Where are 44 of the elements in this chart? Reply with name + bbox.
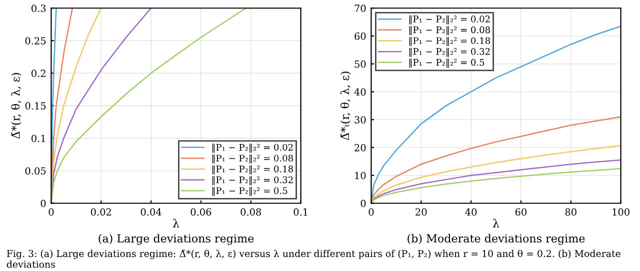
- y-tick-label: 20: [354, 144, 366, 152]
- x-tick-label: 0: [48, 208, 54, 216]
- text: (b) Moderate deviations regime: [408, 234, 585, 245]
- legend-label: ‖P₁ − P₂‖₂² = 0.32: [212, 176, 293, 186]
- y-tick-label: 10: [355, 172, 366, 180]
- y-axis-title: Δ̄*(r, θ, λ, ε): [11, 73, 22, 139]
- x-tick-label: 0.08: [240, 208, 262, 216]
- y-tick-label: 0: [40, 200, 46, 208]
- y-tick-label: 50: [354, 60, 366, 68]
- legend-label: ‖P₁ − P₂‖₂² = 0.08: [212, 154, 293, 164]
- x-axis-title: λ: [492, 218, 500, 228]
- y-tick-label: 0.05: [25, 167, 46, 175]
- x-axis-title: λ: [172, 218, 180, 228]
- y-tick-label: 0.3: [32, 4, 46, 12]
- x-tick-label: 0.02: [90, 208, 111, 216]
- legend-label: ‖P₁ − P₂‖₂² = 0.02: [409, 15, 490, 24]
- legend-label: ‖P₁ − P₂‖₂² = 0.32: [409, 48, 490, 57]
- legend-label: ‖P₁ − P₂‖₂² = 0.08: [409, 26, 490, 36]
- y-tick-label: 60: [354, 32, 366, 40]
- x-tick-label: 0.04: [140, 208, 162, 216]
- legend-label: ‖P₁ − P₂‖₂² = 0.02: [212, 144, 293, 153]
- legend-label: ‖P₁ − P₂‖₂² = 0.18: [409, 37, 490, 46]
- y-tick-label: 0.15: [25, 102, 46, 110]
- caption: Fig. 3: (a) Large deviations regime: Δ̄*(r, θ, λ, ε) versus λ under different pairs of (P₁, P₂) when r = 10 and θ = 0.2. (b) Moderate deviations: [6, 250, 620, 268]
- x-tick-label: 100: [612, 208, 630, 216]
- legend-label: ‖P₁ − P₂‖₂² = 0.18: [212, 165, 293, 174]
- x-tick-label: 0.06: [190, 208, 212, 216]
- x-tick-label: 20: [416, 208, 427, 216]
- y-tick-label: 0: [360, 200, 366, 208]
- legend-label: ‖P₁ − P₂‖₂² = 0.5: [409, 58, 484, 68]
- x-tick-label: 40: [465, 208, 477, 216]
- x-tick-label: 0: [368, 208, 374, 216]
- x-tick-label: 0.1: [294, 208, 308, 216]
- y-axis-title: Δ̄*ₜ(r, θ, λ, ε): [340, 72, 351, 140]
- text: (a) Large deviations regime: [98, 234, 254, 245]
- y-tick-label: 0.1: [32, 134, 45, 142]
- y-tick-label: 70: [354, 4, 366, 12]
- y-tick-label: 0.2: [32, 70, 46, 77]
- y-tick-label: 0.25: [25, 37, 46, 44]
- y-tick-label: 30: [354, 116, 366, 124]
- x-tick-label: 60: [515, 208, 526, 216]
- legend-label: ‖P₁ − P₂‖₂² = 0.5: [212, 187, 288, 196]
- y-tick-label: 40: [354, 88, 366, 96]
- x-tick-label: 80: [565, 208, 576, 216]
